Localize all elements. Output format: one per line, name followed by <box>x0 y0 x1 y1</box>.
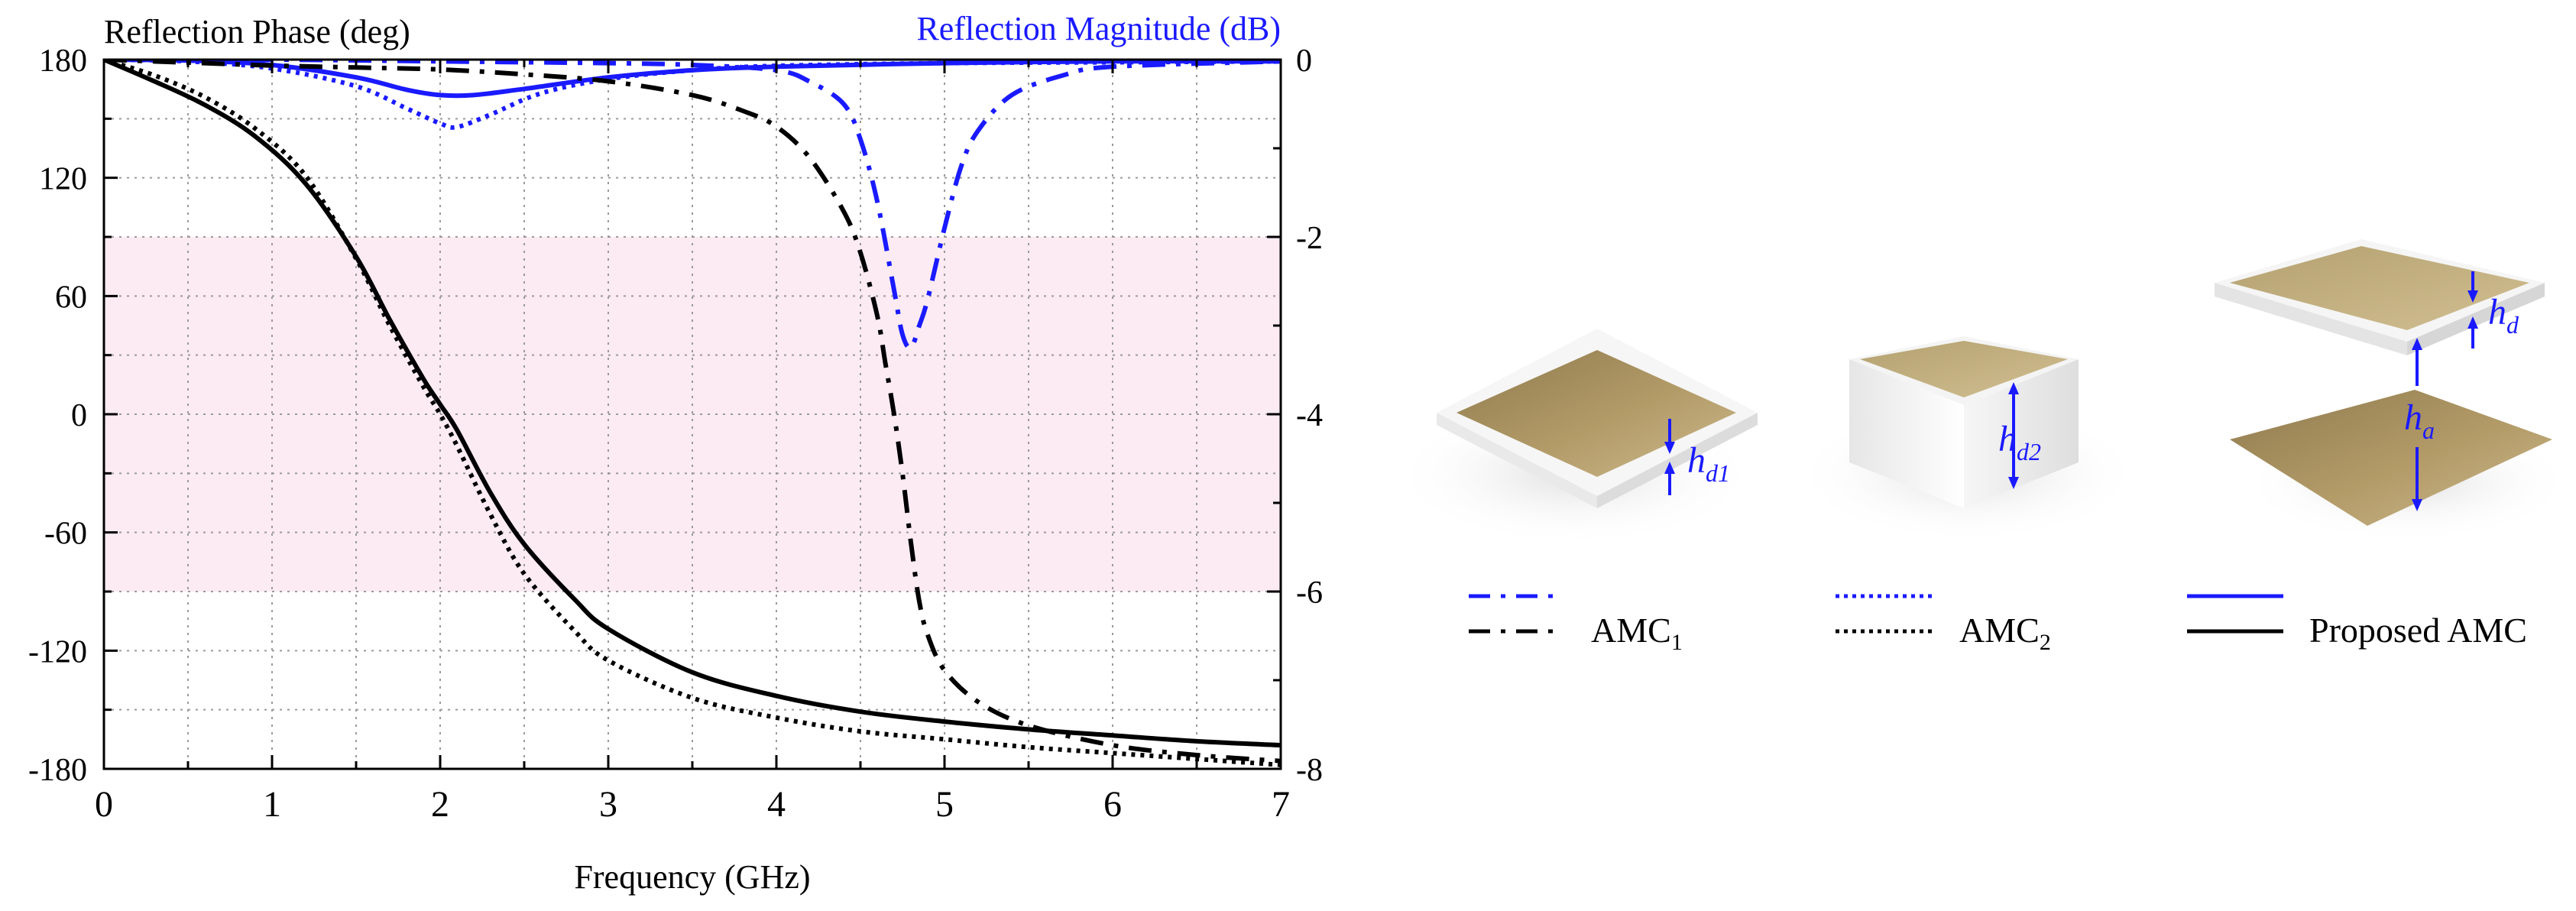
amc1-height-sub: d1 <box>1706 459 1730 487</box>
y-axis-title-left: Reflection Phase (deg) <box>104 13 410 50</box>
y-tick-label-left: 120 <box>39 162 87 197</box>
y-tick-label-right: -2 <box>1296 221 1323 256</box>
proposed-ha-sub: a <box>2422 417 2435 444</box>
x-tick-label: 0 <box>95 784 113 825</box>
legend: AMC1 AMC2 Proposed AMC <box>1469 596 2527 655</box>
y-tick-label-right: -4 <box>1296 398 1323 433</box>
proposed-hd-label: h <box>2488 292 2506 332</box>
y-tick-label-left: 0 <box>71 398 87 433</box>
x-tick-label: 2 <box>431 784 449 825</box>
proposed-ha-label: h <box>2404 397 2422 438</box>
y-tick-label-right: -8 <box>1296 753 1323 788</box>
x-tick-label: 1 <box>263 784 281 825</box>
y-tick-label-left: -180 <box>28 753 87 788</box>
amc2-illustration: hd2 <box>1792 336 2143 543</box>
x-tick-label: 7 <box>1272 784 1290 825</box>
legend-amc2-label: AMC2 <box>1959 611 2051 655</box>
x-tick-label: 6 <box>1103 784 1122 825</box>
amc1-illustration: hd1 <box>1391 329 1758 546</box>
proposed-hd-sub: d <box>2506 311 2519 339</box>
amc2-height-sub: d2 <box>2017 438 2041 465</box>
x-tick-label: 4 <box>767 784 786 825</box>
y-tick-label-left: -120 <box>28 634 87 669</box>
y-axis-title-right: Reflection Magnitude (dB) <box>916 10 1281 47</box>
y-tick-label-right: -6 <box>1296 575 1323 611</box>
x-tick-label: 3 <box>599 784 617 825</box>
y-tick-label-right: 0 <box>1296 44 1312 79</box>
y-tick-label-left: 180 <box>39 44 87 79</box>
amc2-height-label: h <box>1998 419 2017 459</box>
y-tick-label-left: 60 <box>55 280 87 315</box>
legend-amc1-label: AMC1 <box>1591 611 1683 655</box>
x-tick-label: 5 <box>935 784 954 825</box>
legend-proposed-label: Proposed AMC <box>2309 611 2527 650</box>
amc1-height-label: h <box>1687 440 1706 481</box>
x-axis-title: Frequency (GHz) <box>574 858 810 896</box>
proposed-amc-illustration: hd ha <box>2215 239 2575 543</box>
y-tick-label-left: -60 <box>44 517 87 552</box>
